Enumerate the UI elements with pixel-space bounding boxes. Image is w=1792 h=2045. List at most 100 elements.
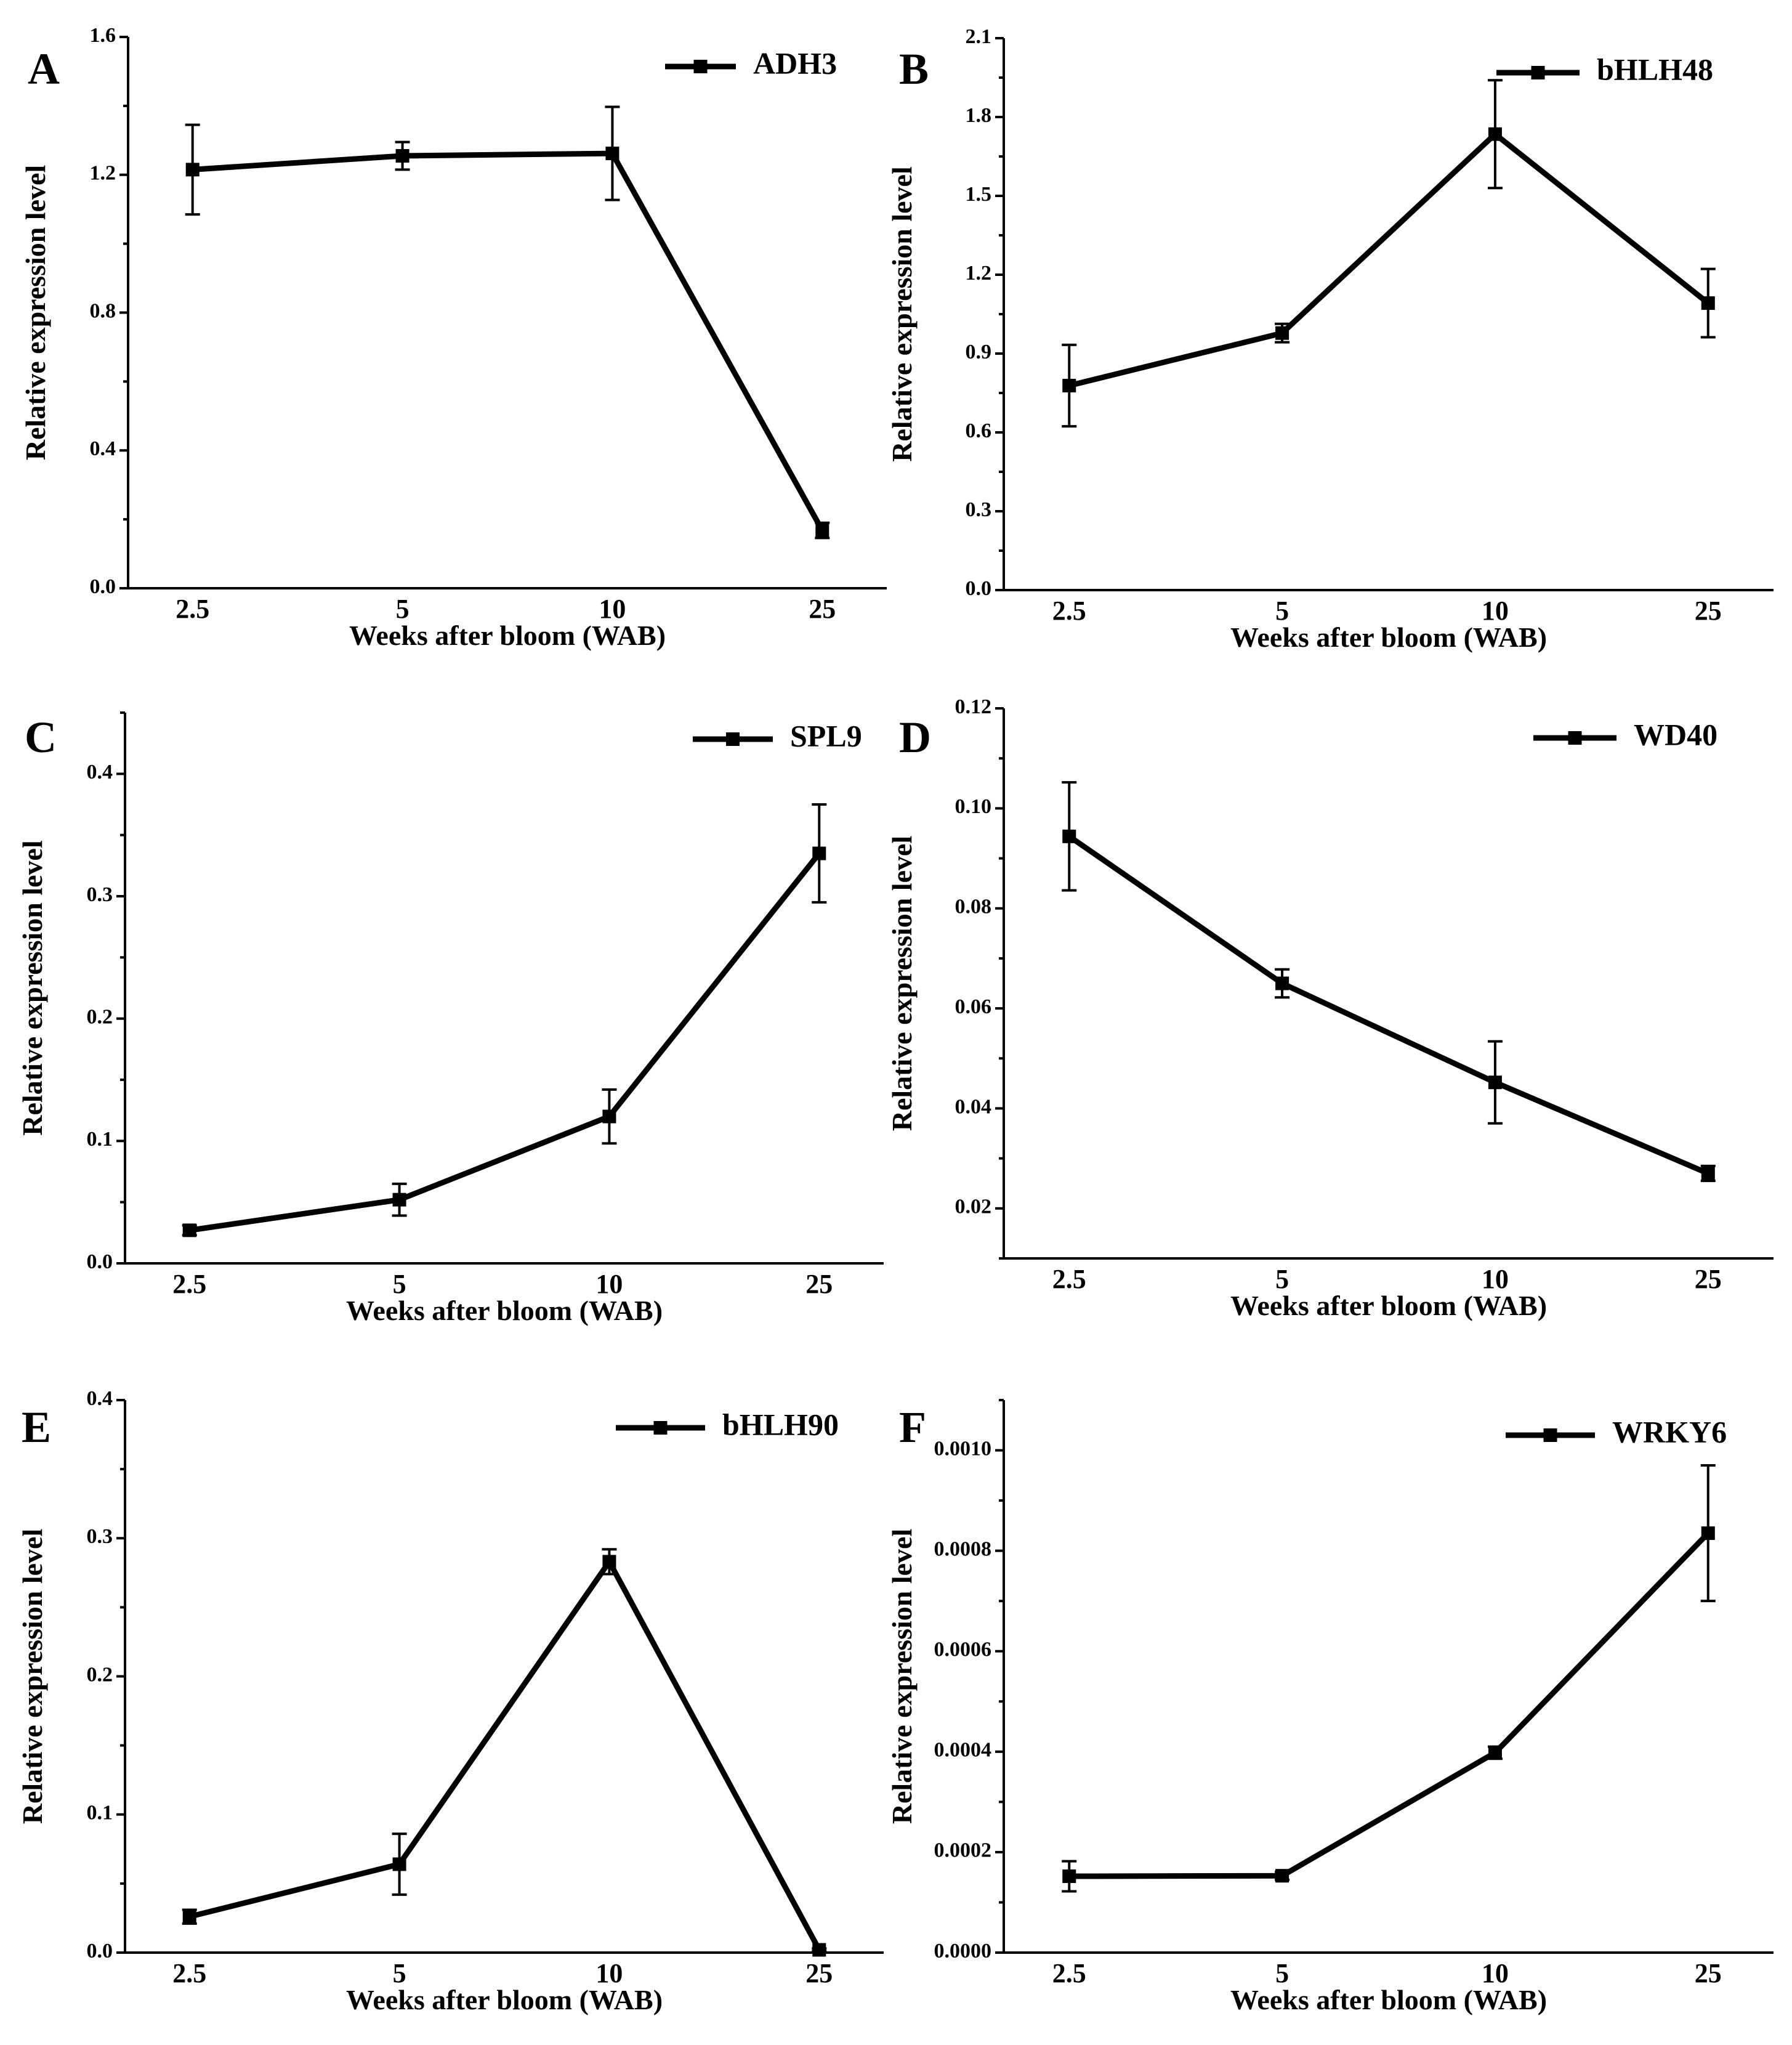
data-point: [1701, 296, 1715, 310]
panel-letter: A: [28, 44, 60, 94]
panel-d: D 0.02 0.04 0.06 0.08 0.10 0.12 2.5 5 10 25 Weeks a…: [886, 695, 1774, 1321]
y-axis-title: Relative expression level: [886, 166, 918, 462]
x-tick-label: 25: [805, 1958, 833, 1988]
data-point: [1062, 1869, 1076, 1884]
data-point: [602, 1555, 616, 1569]
panel-a: A 0.0 0.4 0.8 1.2 1.6 2.5 5 10 25 Weeks after bloo…: [20, 24, 887, 651]
data-point: [1701, 1526, 1715, 1541]
data-point: [1275, 326, 1290, 340]
y-tick-label: 0.2: [87, 1005, 113, 1028]
y-tick-label: 0.0004: [934, 1739, 992, 1762]
y-tick-label: 0.0008: [934, 1537, 992, 1560]
y-tick-label: 0.8: [90, 299, 116, 322]
y-tick-label: 0.0002: [934, 1839, 992, 1862]
panel-letter: B: [899, 44, 929, 94]
x-tick-label: 25: [805, 1269, 833, 1299]
legend-label: bHLH90: [722, 1407, 839, 1441]
panel-letter: E: [22, 1403, 51, 1452]
y-tick-label: 0.4: [87, 761, 113, 784]
y-tick-label: 2.1: [966, 25, 992, 48]
data-point: [1062, 829, 1076, 843]
x-tick-label: 10: [1482, 1264, 1509, 1294]
x-axis-title: Weeks after bloom (WAB): [1230, 622, 1547, 653]
y-tick-label: 0.3: [87, 1525, 113, 1548]
x-axis-title: Weeks after bloom (WAB): [346, 1295, 663, 1326]
data-point: [182, 1223, 196, 1237]
y-tick-label: 0.08: [955, 896, 992, 918]
data-point: [392, 1857, 406, 1871]
legend-marker: [653, 1421, 668, 1435]
y-tick-label: 0.9: [966, 341, 992, 363]
data-point: [182, 1909, 196, 1924]
x-axis-title: Weeks after bloom (WAB): [349, 620, 666, 651]
y-tick-label: 0.1: [87, 1128, 113, 1151]
series-line: [1067, 834, 1709, 1176]
y-tick-label: 1.6: [90, 24, 116, 47]
y-tick-label: 0.0006: [934, 1638, 992, 1661]
x-tick-label: 10: [599, 594, 626, 624]
y-tick-label: 0.6: [966, 419, 992, 442]
data-point: [1275, 1869, 1290, 1883]
series-line: [1069, 1531, 1710, 1879]
x-tick-label: 2.5: [176, 594, 209, 624]
data-point: [395, 148, 410, 163]
data-point: [392, 1193, 406, 1207]
legend-label: ADH3: [753, 46, 837, 80]
y-axis-title: Relative expression level: [886, 836, 918, 1132]
panel-letter: C: [25, 713, 57, 762]
legend-marker: [1531, 66, 1545, 79]
data-point: [1488, 127, 1502, 141]
legend-marker: [1543, 1428, 1557, 1442]
series-line: [1068, 131, 1710, 389]
series-line: [192, 150, 825, 532]
x-tick-label: 2.5: [172, 1269, 206, 1299]
y-tick-label: 0.12: [955, 695, 992, 718]
x-axis-title: Weeks after bloom (WAB): [346, 1984, 663, 2015]
x-tick-label: 25: [1695, 1264, 1722, 1294]
panel-f: F 0.0000 0.0002 0.0004 0.0006 0.0008 0.0010 2.5…: [886, 1399, 1774, 2015]
data-point: [1701, 1166, 1715, 1180]
x-tick-label: 2.5: [1052, 1958, 1086, 1988]
y-axis-title: Relative expression level: [17, 1529, 48, 1824]
y-tick-label: 0.06: [955, 995, 992, 1018]
x-tick-label: 2.5: [1052, 1264, 1086, 1294]
panel-b: B 0.0 0.3 0.6 0.9 1.2 1.5 1.8 2.1 2.5 5 10 25 Weeks a…: [886, 25, 1774, 653]
x-tick-label: 5: [1275, 596, 1289, 626]
y-tick-label: 1.2: [966, 262, 992, 285]
x-tick-label: 5: [393, 1269, 406, 1299]
y-tick-label: 0.0010: [934, 1437, 992, 1460]
x-tick-label: 5: [396, 594, 410, 624]
data-point: [605, 147, 620, 161]
y-tick-label: 0.0: [87, 1940, 113, 1962]
y-tick-label: 1.8: [966, 104, 992, 127]
y-axis-title: Relative expression level: [17, 840, 48, 1136]
y-tick-label: 0.0: [966, 577, 992, 600]
x-tick-label: 5: [1275, 1264, 1289, 1294]
y-axis-title: Relative expression level: [886, 1529, 918, 1824]
y-tick-label: 0.0000: [934, 1940, 992, 1962]
legend-marker: [693, 60, 708, 73]
y-tick-label: 0.2: [87, 1663, 113, 1686]
x-tick-label: 5: [393, 1958, 406, 1988]
data-point: [185, 163, 200, 177]
y-tick-label: 0.0: [87, 1250, 113, 1273]
y-tick-label: 0.3: [966, 498, 992, 521]
data-point: [812, 846, 826, 861]
y-tick-label: 0.4: [87, 1387, 113, 1410]
panel-letter: F: [899, 1403, 926, 1452]
y-tick-label: 0.3: [87, 883, 113, 906]
x-tick-label: 5: [1275, 1958, 1289, 1988]
data-point: [602, 1109, 616, 1124]
y-tick-label: 0.1: [87, 1802, 113, 1824]
y-axis-title: Relative expression level: [20, 165, 51, 461]
x-axis-title: Weeks after bloom (WAB): [1230, 1984, 1547, 2015]
y-tick-label: 0.02: [955, 1196, 992, 1218]
y-tick-label: 0.0: [90, 575, 116, 598]
x-tick-label: 10: [595, 1269, 623, 1299]
series-line: [189, 851, 821, 1233]
x-tick-label: 25: [1695, 596, 1722, 626]
y-tick-label: 0.4: [90, 437, 116, 460]
data-point: [1488, 1075, 1502, 1090]
x-tick-label: 25: [809, 594, 836, 624]
